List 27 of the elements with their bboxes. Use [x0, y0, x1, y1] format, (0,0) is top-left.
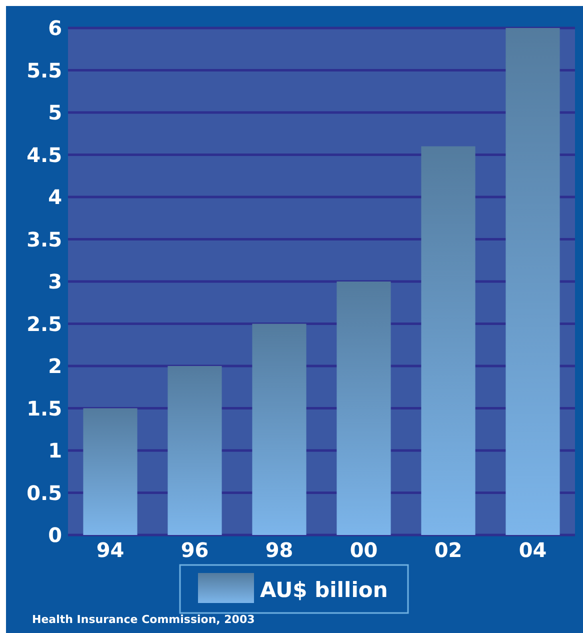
y-tick-label: 0.5 [26, 480, 62, 505]
bar [336, 282, 391, 535]
y-tick-label: 2 [48, 354, 62, 378]
y-tick-label: 4.5 [26, 142, 62, 167]
y-tick-label: 1 [48, 438, 62, 462]
y-tick-label: 3 [48, 270, 62, 294]
y-tick-label: 5 [48, 100, 62, 124]
x-tick-label: 04 [518, 538, 547, 562]
x-tick-label: 94 [96, 538, 124, 562]
x-tick-label: 02 [434, 538, 462, 562]
bar [168, 366, 222, 535]
y-tick-label: 6 [48, 16, 62, 40]
bar [421, 146, 476, 535]
y-tick-label: 0 [48, 523, 62, 547]
legend-label: AU$ billion [260, 578, 388, 602]
y-tick-label: 3.5 [26, 227, 62, 252]
x-tick-label: 00 [350, 538, 378, 562]
bar [252, 324, 306, 535]
text: Health Insurance Commission, 2003 [32, 613, 255, 626]
bar [83, 408, 138, 535]
y-tick-label: 2.5 [26, 312, 62, 336]
y-tick-label: 4 [48, 185, 62, 209]
x-tick-label: 98 [265, 538, 294, 562]
x-tick-label: 96 [180, 538, 209, 562]
bar [506, 28, 560, 535]
y-tick-label: 1.5 [26, 396, 62, 420]
y-tick-label: 5.5 [26, 58, 62, 82]
